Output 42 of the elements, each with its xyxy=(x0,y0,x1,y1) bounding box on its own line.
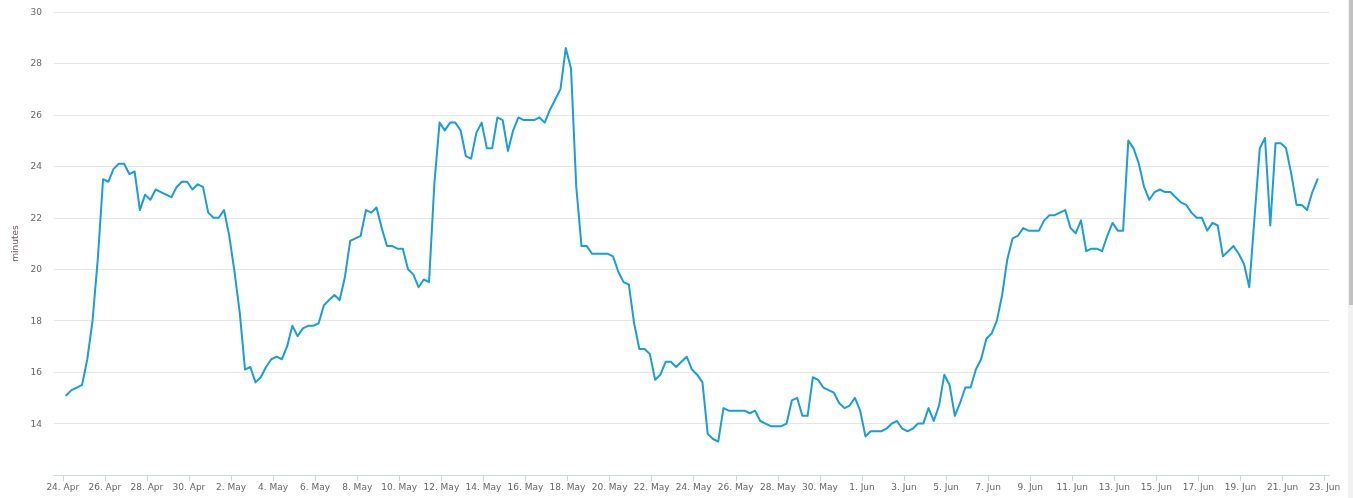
y-tick-label: 20 xyxy=(30,264,43,275)
x-tick-label: 14. May xyxy=(465,481,502,492)
x-tick-label: 24. May xyxy=(675,481,713,492)
x-tick-label: 8. May xyxy=(342,481,373,492)
y-tick-label: 14 xyxy=(30,418,43,429)
x-tick-label: 3. Jun xyxy=(891,481,917,492)
y-tick-label: 26 xyxy=(30,109,43,120)
x-tick-label: 5. Jun xyxy=(933,481,959,492)
x-tick-label: 2. May xyxy=(215,481,247,492)
y-tick-label: 22 xyxy=(30,212,42,223)
x-tick-label: 28. Apr xyxy=(130,481,164,492)
x-tick-label: 22. May xyxy=(633,481,671,492)
y-tick-label: 30 xyxy=(30,7,43,17)
x-tick-label: 30. Apr xyxy=(172,481,206,492)
x-tick-label: 15. Jun xyxy=(1140,481,1172,492)
x-tick-label: 26. May xyxy=(717,481,755,492)
x-tick-label: 24. Apr xyxy=(46,481,80,492)
x-tick-label: 20. May xyxy=(591,481,629,492)
x-tick-label: 26. Apr xyxy=(88,481,122,492)
y-axis-title: minutes xyxy=(10,224,21,262)
x-tick-label: 18. May xyxy=(549,481,587,492)
x-tick-label: 4. May xyxy=(258,481,289,492)
x-tick-label: 9. Jun xyxy=(1017,481,1043,492)
x-tick-label: 28. May xyxy=(759,481,797,492)
x-tick-label: 11. Jun xyxy=(1056,481,1088,492)
x-tick-label: 21. Jun xyxy=(1266,481,1299,492)
line-series xyxy=(65,47,1319,443)
y-tick-label: 24 xyxy=(30,161,43,172)
x-tick-label: 30. May xyxy=(801,481,839,492)
y-tick-label: 16 xyxy=(30,367,43,378)
y-tick-label: 18 xyxy=(30,315,43,326)
x-tick-label: 7. Jun xyxy=(975,481,1001,492)
x-tick-label: 13. Jun xyxy=(1098,481,1130,492)
x-tick-label: 16. May xyxy=(507,481,545,492)
y-tick-label: 28 xyxy=(30,58,43,69)
x-tick-label: 1. Jun xyxy=(849,481,875,492)
x-tick-label: 17. Jun xyxy=(1182,481,1215,492)
x-tick-label: 19. Jun xyxy=(1224,481,1257,492)
x-tick-label: 10. May xyxy=(381,481,418,492)
x-tick-label: 23. Jun xyxy=(1308,481,1341,492)
x-tick-label: 6. May xyxy=(300,481,331,492)
x-tick-label: 12. May xyxy=(423,481,460,492)
